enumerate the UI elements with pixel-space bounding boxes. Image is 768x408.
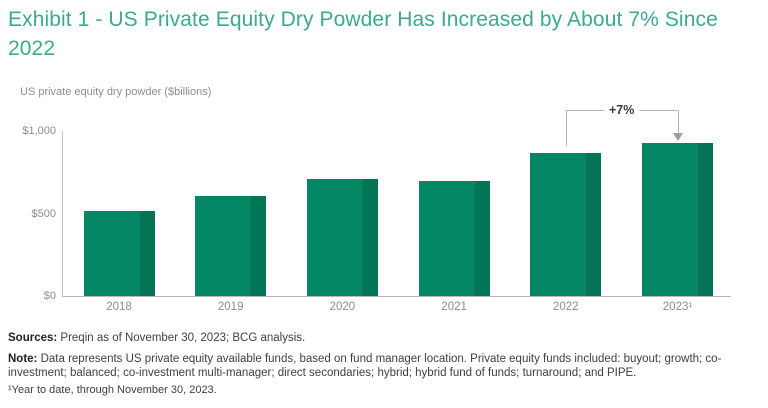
y-tick-label: $1,000 (22, 125, 56, 137)
x-tick-label: 2018 (106, 301, 132, 313)
bar-2022 (530, 153, 602, 296)
x-tick-label: 2019 (217, 301, 244, 313)
arrow-down-icon (673, 133, 683, 141)
x-tick-label: 2022 (553, 301, 579, 313)
note-line: Note: Data represents US private equity … (8, 352, 756, 380)
bar-2021 (418, 180, 490, 296)
sources-label: Sources: (8, 332, 58, 344)
bar-2020 (306, 178, 378, 296)
y-tick-label: $500 (31, 207, 56, 220)
bar-2019 (195, 196, 267, 296)
bar-2018 (83, 211, 155, 296)
annotation-label: +7% (603, 103, 640, 117)
x-axis-baseline (62, 296, 731, 297)
y-axis-line (62, 131, 63, 296)
note-label: Note: (8, 353, 38, 365)
sources-text: Preqin as of November 30, 2023; BCG anal… (57, 332, 306, 344)
note-text: Data represents US private equity availa… (8, 353, 722, 379)
chart-axis-title: US private equity dry powder ($billions) (20, 86, 212, 98)
footnote-line: ¹Year to date, through November 30, 2023… (8, 384, 217, 396)
x-tick-label: 2021 (441, 301, 467, 313)
x-tick-label: 2020 (329, 301, 356, 313)
exhibit-title: Exhibit 1 - US Private Equity Dry Powder… (8, 8, 718, 60)
annotation-line (677, 110, 679, 133)
y-tick-label: $0 (43, 290, 56, 302)
bar-2023 (642, 143, 713, 296)
sources-line: Sources: Preqin as of November 30, 2023;… (8, 331, 756, 345)
x-tick-label: 2023¹ (662, 301, 693, 313)
annotation-line (565, 110, 567, 146)
